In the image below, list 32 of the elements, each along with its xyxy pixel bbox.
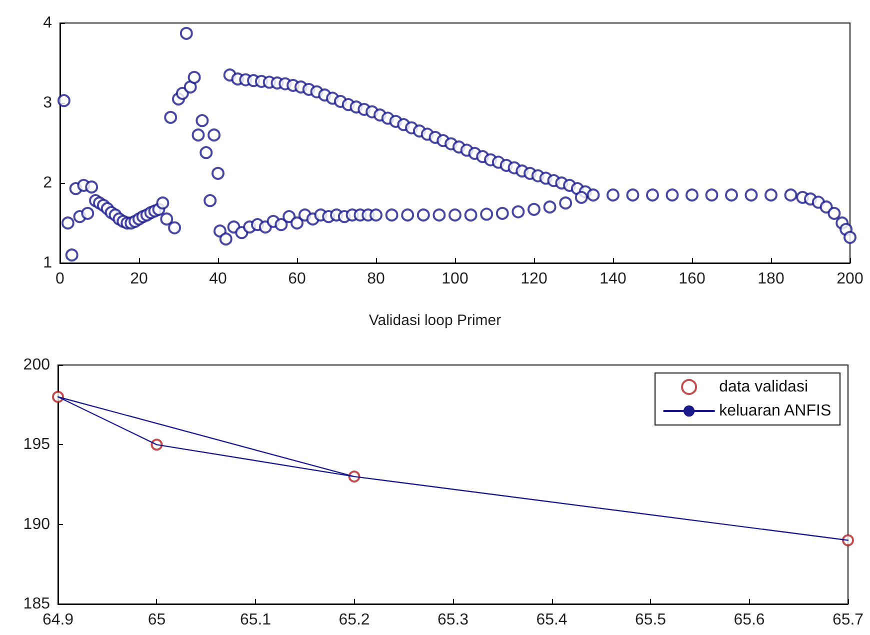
x-tick-label: 200	[836, 270, 864, 288]
y-tick-label: 195	[23, 436, 50, 454]
x-tick-label: 65.1	[240, 612, 272, 628]
x-tick-label: 100	[442, 270, 468, 288]
x-tick-label: 140	[600, 270, 626, 288]
x-tick-label: 180	[758, 270, 784, 288]
x-tick-label: 0	[56, 270, 65, 288]
x-tick-label: 65.4	[536, 612, 568, 628]
x-tick-label: 80	[367, 270, 385, 288]
legend-label: data validasi	[719, 378, 808, 396]
y-tick-label: 2	[43, 174, 52, 192]
x-tick-label: 60	[288, 270, 306, 288]
x-tick-label: 65.2	[338, 612, 370, 628]
x-tick-label: 160	[678, 270, 706, 288]
x-tick-label: 65.7	[832, 612, 864, 628]
x-tick-label: 65	[148, 612, 166, 628]
y-tick-label: 4	[43, 14, 52, 32]
point	[842, 534, 854, 546]
y-tick-label: 190	[23, 516, 50, 533]
y-tick-label: 1	[43, 254, 52, 272]
legend-label: keluaran ANFIS	[719, 402, 832, 420]
y-tick-label: 185	[23, 596, 50, 612]
x-tick-label: 65.5	[634, 612, 666, 628]
chart-title: Validasi loop Primer	[368, 312, 502, 329]
x-tick-label: 64.9	[42, 612, 74, 628]
x-tick-label: 20	[130, 270, 148, 288]
x-tick-label: 120	[520, 270, 548, 288]
y-tick-label: 200	[23, 356, 50, 374]
y-tick-label: 3	[43, 94, 52, 112]
x-tick-label: 65.6	[734, 612, 765, 628]
x-tick-label: 65.3	[437, 612, 469, 628]
x-tick-label: 40	[209, 270, 227, 288]
